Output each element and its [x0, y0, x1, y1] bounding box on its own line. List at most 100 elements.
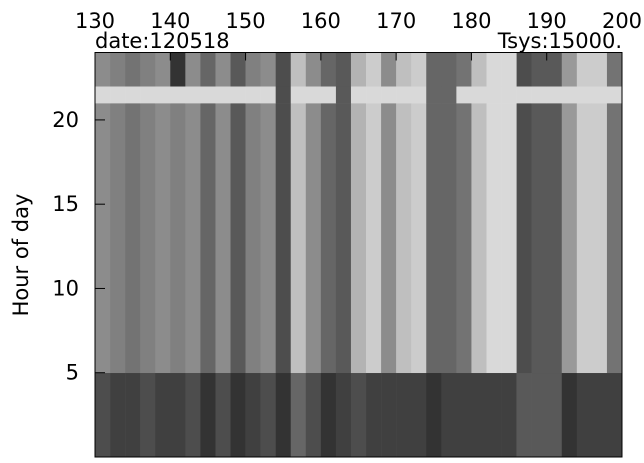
x-tick-label: 130	[75, 9, 115, 33]
heat-cell	[275, 52, 292, 87]
heat-cell	[140, 103, 156, 374]
heat-cell	[155, 86, 171, 104]
heat-cell	[125, 103, 141, 374]
heat-cell	[275, 103, 292, 374]
heat-cell	[260, 52, 276, 87]
heat-cell	[275, 372, 292, 458]
heat-cell	[606, 86, 623, 104]
x-tick-label: 150	[226, 9, 266, 33]
date-label: date:120518	[95, 29, 230, 53]
heat-cell	[411, 372, 427, 458]
tsys-label: Tsys:15000.	[497, 29, 622, 53]
heat-cell	[140, 86, 156, 104]
heat-cell	[561, 52, 578, 87]
heat-cell	[110, 103, 126, 374]
heat-cell	[486, 103, 502, 374]
heat-cell	[396, 52, 412, 87]
heat-cell	[200, 86, 216, 104]
heat-cell	[305, 52, 322, 87]
heat-cell	[215, 86, 231, 104]
heat-cell	[531, 52, 548, 87]
heat-cell	[350, 86, 367, 104]
heat-cell	[456, 103, 472, 374]
heat-cell	[576, 372, 593, 458]
heat-cell	[350, 372, 367, 458]
heat-cell	[170, 86, 186, 104]
heat-cell	[396, 86, 412, 104]
heat-cell	[125, 86, 141, 104]
heat-cell	[366, 372, 382, 458]
heat-cell	[516, 372, 532, 458]
heat-cell	[501, 86, 517, 104]
heat-cell	[576, 52, 593, 87]
heat-cell	[200, 103, 216, 374]
heat-cell	[441, 52, 457, 87]
heat-cell	[230, 372, 246, 458]
heat-cell	[170, 52, 186, 87]
heat-cell	[561, 86, 578, 104]
heat-cell	[381, 372, 397, 458]
heat-cell	[305, 372, 322, 458]
heat-cell	[245, 372, 261, 458]
heat-cell	[305, 103, 322, 374]
heat-cell	[546, 372, 563, 458]
heat-cell	[95, 103, 111, 374]
heat-cell	[215, 52, 231, 87]
heat-cell	[426, 86, 442, 104]
heat-cell	[426, 103, 442, 374]
heat-cell	[245, 86, 261, 104]
x-tick-label: 180	[451, 9, 491, 33]
heat-cell	[230, 103, 246, 374]
heat-cell	[471, 372, 487, 458]
heat-cell	[426, 372, 442, 458]
heat-cell	[606, 103, 623, 374]
heat-cell	[260, 86, 276, 104]
heat-cell	[546, 86, 563, 104]
heat-cell	[290, 52, 307, 87]
heat-cell	[335, 52, 352, 87]
heat-cell	[456, 372, 472, 458]
heat-cell	[95, 86, 111, 104]
heat-cell	[381, 86, 397, 104]
heat-cell	[290, 372, 307, 458]
heat-cell	[155, 103, 171, 374]
heat-cell	[381, 103, 397, 374]
heat-cell	[576, 103, 593, 374]
heat-cell	[230, 86, 246, 104]
heat-cell	[501, 52, 517, 87]
heat-cell	[471, 86, 487, 104]
heat-cell	[471, 103, 487, 374]
heat-cell	[516, 103, 532, 374]
heat-cell	[320, 103, 337, 374]
heat-cell	[531, 372, 548, 458]
x-tick-label: 200	[602, 9, 642, 33]
heat-cell	[170, 372, 186, 458]
heat-cell	[200, 372, 216, 458]
heat-cell	[155, 372, 171, 458]
heat-cell	[576, 86, 593, 104]
heat-cell	[366, 103, 382, 374]
heat-cell	[486, 372, 502, 458]
heat-cell	[441, 372, 457, 458]
heat-cell	[486, 86, 502, 104]
heat-cell	[140, 52, 156, 87]
heat-cell	[140, 372, 156, 458]
heat-cell	[260, 103, 276, 374]
heat-cell	[350, 103, 367, 374]
heat-cell	[125, 52, 141, 87]
heat-cell	[155, 52, 171, 87]
heat-cell	[215, 372, 231, 458]
heat-cell	[320, 52, 337, 87]
heat-cell	[200, 52, 216, 87]
heat-cell	[411, 86, 427, 104]
heat-cell	[125, 372, 141, 458]
heat-cell	[591, 103, 608, 374]
heat-cell	[606, 372, 623, 458]
heat-cell	[441, 86, 457, 104]
heat-cell	[501, 372, 517, 458]
heat-cell	[366, 52, 382, 87]
heat-cell	[456, 52, 472, 87]
heat-cell	[230, 52, 246, 87]
